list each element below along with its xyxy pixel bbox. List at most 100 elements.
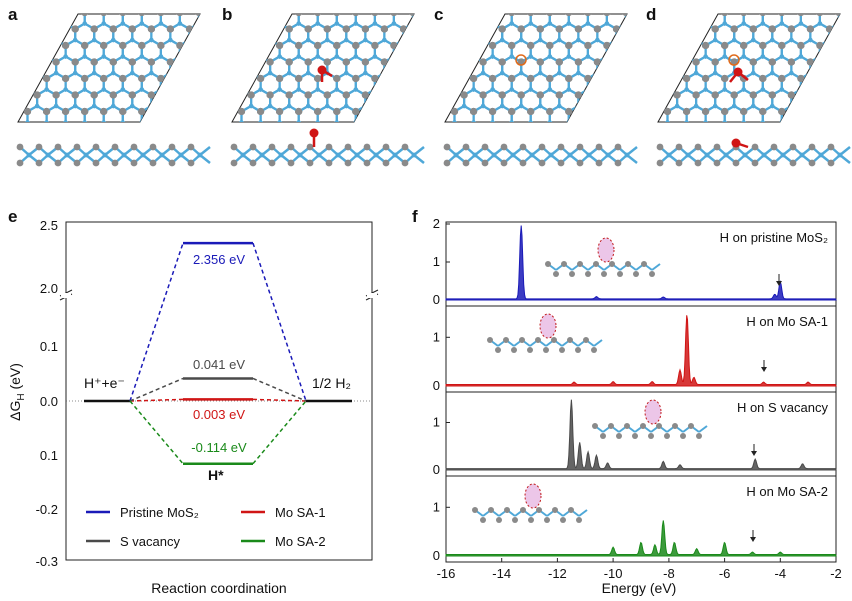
connector-mosa1-left [129,398,184,402]
charge-density-highlight [524,483,542,509]
energy-label-svac: 0.041 eV [193,357,245,372]
e-ytick-2.0: 2.0 [40,281,58,296]
f-ytick: 0 [433,548,440,563]
side-view [230,128,425,167]
f-xtick: -4 [775,566,787,581]
pdos-inset-structure [487,313,603,353]
legend-item-svac: S vacancy [86,534,180,549]
honeycomb-lattice [18,14,200,122]
e-ylabel: ΔGH (eV) [7,363,27,421]
structure-a [16,13,211,167]
legend-label: Mo SA-1 [275,505,326,520]
pdos-subplot-svac: 1 0 H on S vacancy [433,391,837,477]
panel-letter-c: c [434,5,443,24]
side-view [16,143,211,167]
e-ytick-2.5: 2.5 [40,218,58,233]
pdos-subplot-mosa2: 1 0 H on Mo SA-2 [433,475,837,563]
pdos-inset-structure [545,237,661,277]
e-ytick-m0.3: -0.3 [36,554,58,569]
connector-mosa2-right [252,400,307,465]
legend-item-mosa1: Mo SA-1 [241,505,326,520]
e-ytick-0.1: 0.1 [40,339,58,354]
e-ytick-0.0: 0.0 [40,394,58,409]
energy-label-mosa1: 0.003 eV [193,407,245,422]
pdos-label-pristine: H on pristine MoS₂ [720,230,828,245]
pdos-inset-structure [592,399,708,439]
f-ytick: 1 [433,499,440,514]
series-mosa2: -0.114 eV [129,400,307,465]
e-xlabel: Reaction coordination [151,580,286,596]
plot-frame-e [65,221,373,561]
f-xtick: -16 [437,566,456,581]
f-ytick: 2 [433,216,440,231]
charge-density-highlight [539,313,557,339]
f-ytick: 1 [433,415,440,430]
connector-svac-left [129,377,184,402]
f-xtick: -6 [719,566,731,581]
energy-label-pristine: 2.356 eV [193,252,245,267]
f-xtick: -14 [492,566,511,581]
honeycomb-lattice [445,14,627,122]
energy-label-mosa2: -0.114 eV [191,440,247,455]
panel-letter-b: b [222,5,232,24]
series-svac: 0.041 eV [129,357,307,402]
connector-pristine-right [252,242,307,402]
pdos-curve-pristine [445,225,837,301]
panel-letter-e: e [8,207,17,226]
pdos-subplot-pristine: 2 1 0 H on pristine MoS₂ [433,216,837,307]
charge-density-highlight [644,399,662,425]
f-xtick: -10 [604,566,623,581]
side-view [656,138,851,167]
f-ytick: 1 [433,329,440,344]
f-xtick: -2 [830,566,842,581]
connector-svac-right [252,377,307,402]
pdos-plots: 2 1 0 H on pristine MoS₂ 1 0 H on Mo SA-1 1 0 H o… [433,216,842,581]
connector-mosa2-left [129,400,184,465]
structure-illustrations [16,13,851,167]
panel-letter-f: f [412,207,418,226]
connector-pristine-left [129,242,184,402]
side-view [443,143,638,167]
legend-label: Mo SA-2 [275,534,326,549]
legend-item-pristine: Pristine MoS₂ [86,505,199,520]
panel-letter-d: d [646,5,656,24]
f-ytick: 1 [433,254,440,269]
pdos-subplot-mosa1: 1 0 H on Mo SA-1 [433,305,837,393]
subplot-frame [445,475,837,563]
free-energy-diagram: 2.5 2.0 0.1 0.0 0.1 -0.2 -0.3 ΔGH (eV) R… [7,218,379,596]
charge-density-highlight [597,237,615,263]
f-ytick: 0 [433,292,440,307]
f-xtick: -12 [548,566,567,581]
honeycomb-lattice [232,14,414,122]
f-xlabel: Energy (eV) [602,580,677,596]
f-ytick: 0 [433,462,440,477]
series-pristine: 2.356 eV [129,241,307,402]
e-ytick-m0.1: 0.1 [40,448,58,463]
pdos-label-mosa2: H on Mo SA-2 [746,484,828,499]
pdos-curve-svac [445,399,837,471]
f-ytick: 0 [433,378,440,393]
structure-d [656,13,851,167]
pdos-label-mosa1: H on Mo SA-1 [746,314,828,329]
vacancy-marker [515,54,527,66]
legend-label: Pristine MoS₂ [120,505,199,520]
panel-letter-a: a [8,5,18,24]
state-label-right: 1/2 H₂ [312,375,351,391]
legend-item-mosa2: Mo SA-2 [241,534,326,549]
energy-levels: 2.356 eV 0.003 eV 0.041 eV -0.114 eV [66,241,372,465]
pdos-label-svac: H on S vacancy [737,400,829,415]
pdos-inset-structure [472,483,588,523]
structure-b [230,13,425,167]
series-mosa1: 0.003 eV [129,398,307,422]
f-xtick: -8 [663,566,675,581]
pdos-curve-mosa2 [445,520,837,557]
state-label-middle: H* [208,467,224,483]
e-ytick-m0.2: -0.2 [36,502,58,517]
connector-mosa1-right [252,398,307,402]
legend-label: S vacancy [120,534,180,549]
legend-e: Pristine MoS₂ Mo SA-1 S vacancy Mo SA-2 [86,505,326,549]
pdos-curve-mosa1 [445,315,837,387]
pdos-panel: 2 1 0 H on pristine MoS₂ 1 0 H on Mo SA-1 1 0 H o… [433,216,842,596]
structure-c [443,13,638,167]
